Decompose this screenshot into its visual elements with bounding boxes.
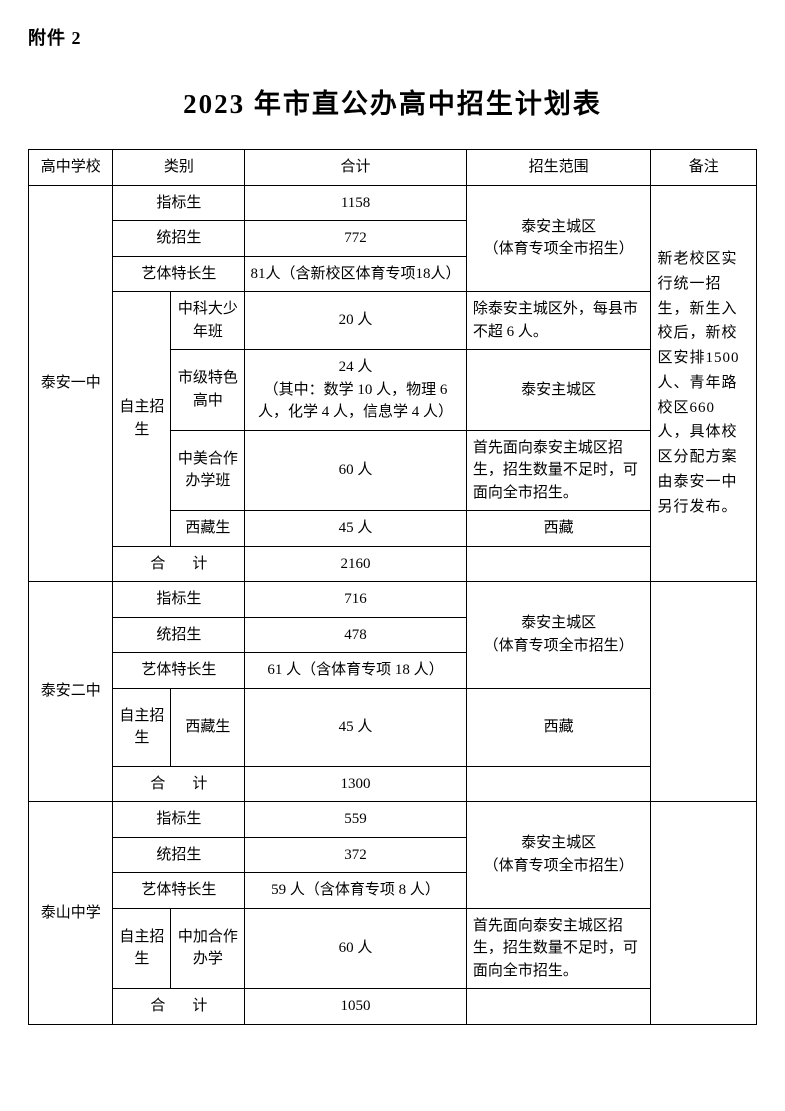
subcategory-cell: 西藏生 bbox=[171, 511, 245, 547]
value-cell: 61 人（含体育专项 18 人） bbox=[245, 653, 467, 689]
header-row: 高中学校 类别 合计 招生范围 备注 bbox=[29, 150, 757, 186]
value-cell: 772 bbox=[245, 221, 467, 257]
enrollment-table: 高中学校 类别 合计 招生范围 备注 泰安一中 指标生 1158 泰安主城区（体… bbox=[28, 149, 757, 1025]
category-cell: 自主招生 bbox=[113, 292, 171, 547]
category-cell: 指标生 bbox=[113, 185, 245, 221]
value-cell: 1300 bbox=[245, 766, 467, 802]
subcategory-cell: 中科大少年班 bbox=[171, 292, 245, 350]
remark-cell: 新老校区实行统一招生，新生入校后，新校区安排1500人、青年路校区660 人，具… bbox=[651, 185, 757, 582]
table-row: 自主招生 中科大少年班 20 人 除泰安主城区外，每县市不超 6 人。 bbox=[29, 292, 757, 350]
subcategory-cell: 中加合作办学 bbox=[171, 908, 245, 989]
category-cell: 统招生 bbox=[113, 617, 245, 653]
category-cell: 指标生 bbox=[113, 802, 245, 838]
table-row: 合 计 1300 bbox=[29, 766, 757, 802]
school-name: 泰山中学 bbox=[29, 802, 113, 1025]
value-cell: 20 人 bbox=[245, 292, 467, 350]
category-cell: 艺体特长生 bbox=[113, 653, 245, 689]
scope-cell: 除泰安主城区外，每县市不超 6 人。 bbox=[466, 292, 651, 350]
category-cell: 统招生 bbox=[113, 221, 245, 257]
value-cell: 1050 bbox=[245, 989, 467, 1025]
scope-cell: 西藏 bbox=[466, 688, 651, 766]
scope-cell bbox=[466, 546, 651, 582]
value-cell: 716 bbox=[245, 582, 467, 618]
table-row: 自主招生 西藏生 45 人 西藏 bbox=[29, 688, 757, 766]
scope-cell: 泰安主城区（体育专项全市招生） bbox=[466, 582, 651, 689]
category-cell: 合 计 bbox=[113, 989, 245, 1025]
scope-cell bbox=[466, 989, 651, 1025]
header-remark: 备注 bbox=[651, 150, 757, 186]
value-cell: 559 bbox=[245, 802, 467, 838]
category-cell: 统招生 bbox=[113, 837, 245, 873]
header-scope: 招生范围 bbox=[466, 150, 651, 186]
table-row: 合 计 2160 bbox=[29, 546, 757, 582]
category-cell: 合 计 bbox=[113, 766, 245, 802]
subcategory-cell: 市级特色高中 bbox=[171, 350, 245, 431]
table-row: 泰山中学 指标生 559 泰安主城区（体育专项全市招生） bbox=[29, 802, 757, 838]
header-total: 合计 bbox=[245, 150, 467, 186]
value-cell: 45 人 bbox=[245, 511, 467, 547]
value-cell: 60 人 bbox=[245, 430, 467, 511]
subcategory-cell: 中美合作办学班 bbox=[171, 430, 245, 511]
value-cell: 478 bbox=[245, 617, 467, 653]
header-school: 高中学校 bbox=[29, 150, 113, 186]
scope-cell: 西藏 bbox=[466, 511, 651, 547]
scope-cell: 泰安主城区 bbox=[466, 350, 651, 431]
table-row: 泰安二中 指标生 716 泰安主城区（体育专项全市招生） bbox=[29, 582, 757, 618]
header-type: 类别 bbox=[113, 150, 245, 186]
category-cell: 自主招生 bbox=[113, 688, 171, 766]
value-cell: 1158 bbox=[245, 185, 467, 221]
category-cell: 指标生 bbox=[113, 582, 245, 618]
remark-cell bbox=[651, 582, 757, 802]
value-cell: 45 人 bbox=[245, 688, 467, 766]
attachment-label: 附件 2 bbox=[28, 24, 757, 50]
category-cell: 艺体特长生 bbox=[113, 256, 245, 292]
value-cell: 60 人 bbox=[245, 908, 467, 989]
category-cell: 合 计 bbox=[113, 546, 245, 582]
scope-cell: 泰安主城区（体育专项全市招生） bbox=[466, 185, 651, 292]
remark-cell bbox=[651, 802, 757, 1025]
scope-cell: 首先面向泰安主城区招生，招生数量不足时，可面向全市招生。 bbox=[466, 908, 651, 989]
category-cell: 自主招生 bbox=[113, 908, 171, 989]
table-row: 合 计 1050 bbox=[29, 989, 757, 1025]
value-cell: 2160 bbox=[245, 546, 467, 582]
school-name: 泰安二中 bbox=[29, 582, 113, 802]
value-cell: 372 bbox=[245, 837, 467, 873]
value-cell: 24 人（其中：数学 10 人，物理 6 人，化学 4 人，信息学 4 人） bbox=[245, 350, 467, 431]
table-row: 自主招生 中加合作办学 60 人 首先面向泰安主城区招生，招生数量不足时，可面向… bbox=[29, 908, 757, 989]
category-cell: 艺体特长生 bbox=[113, 873, 245, 909]
page-title: 2023 年市直公办高中招生计划表 bbox=[28, 82, 757, 121]
value-cell: 59 人（含体育专项 8 人） bbox=[245, 873, 467, 909]
subcategory-cell: 西藏生 bbox=[171, 688, 245, 766]
school-name: 泰安一中 bbox=[29, 185, 113, 582]
scope-cell: 首先面向泰安主城区招生，招生数量不足时，可面向全市招生。 bbox=[466, 430, 651, 511]
value-cell: 81人（含新校区体育专项18人） bbox=[245, 256, 467, 292]
scope-cell: 泰安主城区（体育专项全市招生） bbox=[466, 802, 651, 909]
scope-cell bbox=[466, 766, 651, 802]
table-row: 泰安一中 指标生 1158 泰安主城区（体育专项全市招生） 新老校区实行统一招生… bbox=[29, 185, 757, 221]
